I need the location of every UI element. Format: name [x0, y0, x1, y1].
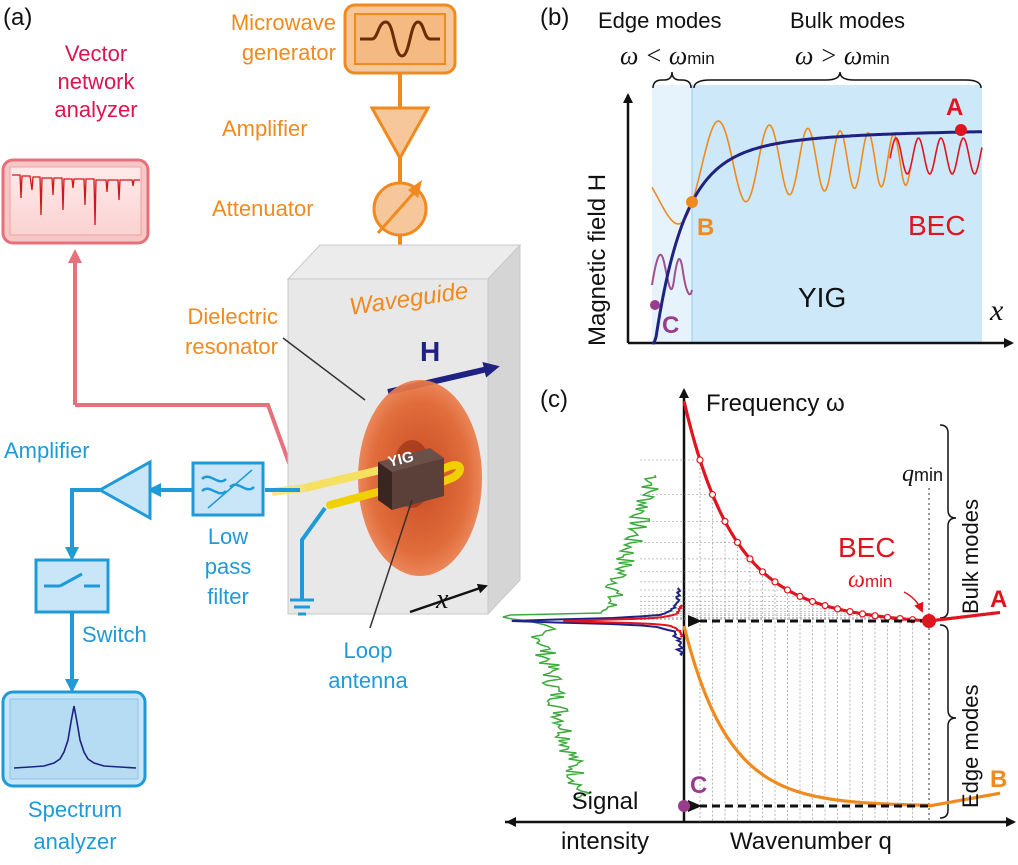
dispersion-mode-circle: [858, 610, 867, 618]
dispersion-mode-circle: [783, 586, 792, 594]
dispersion-mode-circle: [758, 568, 767, 576]
dielectric-resonator-label: Dielectric resonator: [148, 302, 278, 362]
point-b-label-c: B: [990, 766, 1008, 793]
spectrum-analyzer-label: Spectrum analyzer: [0, 794, 150, 858]
dispersion-mode-circle: [871, 612, 879, 620]
mw-label-line1: Microwave: [230, 10, 336, 35]
bec-label-c: BEC: [838, 532, 896, 563]
signal-label: Signal: [571, 788, 639, 815]
switch-box: [34, 558, 110, 614]
point-c-c: [678, 800, 690, 812]
point-c-b: [650, 300, 660, 310]
lpf-line2: pass: [204, 554, 252, 579]
dispersion-mode-circle: [708, 490, 717, 499]
bec-label-b: BEC: [908, 210, 966, 241]
low-pass-filter-label: Low pass filter: [188, 522, 268, 612]
spectrum-analyzer: [1, 690, 147, 788]
bulk-condition: ω > ωmin: [795, 42, 890, 69]
h-field-label: H: [420, 336, 441, 367]
vna-label-line2: network: [57, 69, 135, 94]
omega-min-label: ωmin: [848, 568, 892, 592]
vna-label-line1: Vector: [64, 41, 128, 66]
dielectric-line1: Dielectric: [187, 304, 278, 329]
frequency-axis-text: Frequency ω: [706, 390, 845, 417]
vna-label: Vector network analyzer: [40, 40, 152, 124]
yig-label-b: YIG: [798, 282, 847, 313]
yig-chip: [378, 448, 444, 510]
omega-min-sub: min: [864, 572, 893, 591]
dispersion-mode-circle: [796, 592, 804, 601]
panel-a-label: (a): [3, 4, 33, 31]
dispersion-mode-circle: [696, 456, 704, 464]
point-b-b: [686, 196, 698, 208]
spectrum-line2: analyzer: [33, 829, 117, 854]
dispersion-mode-circle: [746, 555, 754, 563]
vector-network-analyzer: [1, 158, 150, 245]
dispersion-mode-circle: [846, 607, 854, 616]
vna-label-line3: analyzer: [54, 97, 138, 122]
dispersion-mode-circle: [883, 613, 892, 621]
qmin-label: qmin: [902, 462, 943, 486]
edge-modes-heading: Edge modes: [598, 8, 722, 33]
switch-label: Switch: [82, 622, 147, 647]
edge-cond-sub: min: [687, 49, 715, 68]
dispersion-mode-circle: [821, 601, 829, 610]
lpf-line1: Low: [207, 524, 249, 549]
bulk-modes-heading: Bulk modes: [790, 8, 905, 33]
edge-modes-side-label: Edge modes: [958, 684, 983, 808]
dispersion-mode-circle: [721, 517, 729, 526]
edge-condition: ω < ωmin: [620, 42, 715, 69]
loop-line2: antenna: [328, 668, 408, 693]
point-c-label-c: C: [690, 772, 708, 799]
amplifier-triangle-left: [96, 459, 152, 521]
attenuator-symbol: [372, 180, 428, 237]
dispersion-mode-circle: [808, 597, 817, 606]
point-a-label-c: A: [990, 586, 1008, 613]
bulk-cond-text: ω > ω: [795, 41, 863, 70]
lpf-line3: filter: [207, 584, 249, 609]
point-a-b: [955, 124, 967, 136]
edge-cond-text: ω < ω: [620, 41, 688, 70]
mw-label-line2: generator: [241, 40, 336, 65]
dispersion-mode-circle: [733, 538, 742, 547]
intensity-label: intensity: [560, 828, 650, 855]
wavenumber-axis-label: Wavenumber q: [730, 830, 892, 854]
point-c-label-b: C: [662, 312, 680, 339]
wavenumber-text: Wavenumber q: [730, 828, 892, 855]
panel-b-label: (b): [540, 4, 570, 31]
ground-symbol: [290, 598, 314, 616]
qmin-text: q: [902, 461, 914, 487]
amplifier-left-label: Amplifier: [4, 438, 90, 463]
omega-min-text: ω: [848, 567, 865, 593]
x-axis-label-b: x: [990, 294, 1004, 327]
dielectric-line2: resonator: [185, 334, 278, 359]
point-a-label-b: A: [946, 94, 964, 121]
amplifier-triangle-top: [369, 106, 431, 162]
grid-lines: [640, 459, 913, 822]
dispersion-mode-circle: [833, 605, 842, 613]
panel-c-label: (c): [540, 386, 568, 413]
dispersion-mode-circle: [771, 578, 779, 586]
bulk-cond-sub: min: [862, 49, 890, 68]
bulk-modes-side-label: Bulk modes: [958, 499, 983, 614]
amplifier-top-label: Amplifier: [222, 116, 308, 141]
frequency-axis-label: Frequency ω: [706, 392, 845, 416]
spectrum-line1: Spectrum: [27, 797, 123, 822]
x-axis-label-a: x: [436, 584, 449, 615]
low-pass-filter: [191, 461, 265, 517]
point-bec: [922, 614, 936, 628]
microwave-generator: [343, 3, 457, 75]
point-b-label-b: B: [697, 214, 715, 241]
qmin-sub: min: [914, 465, 944, 485]
loop-antenna-label: Loop antenna: [318, 636, 418, 696]
microwave-generator-label: Microwave generator: [224, 8, 336, 68]
loop-line1: Loop: [343, 638, 393, 663]
attenuator-label: Attenuator: [212, 196, 314, 221]
magnetic-field-axis-label: Magnetic field H: [584, 173, 611, 346]
